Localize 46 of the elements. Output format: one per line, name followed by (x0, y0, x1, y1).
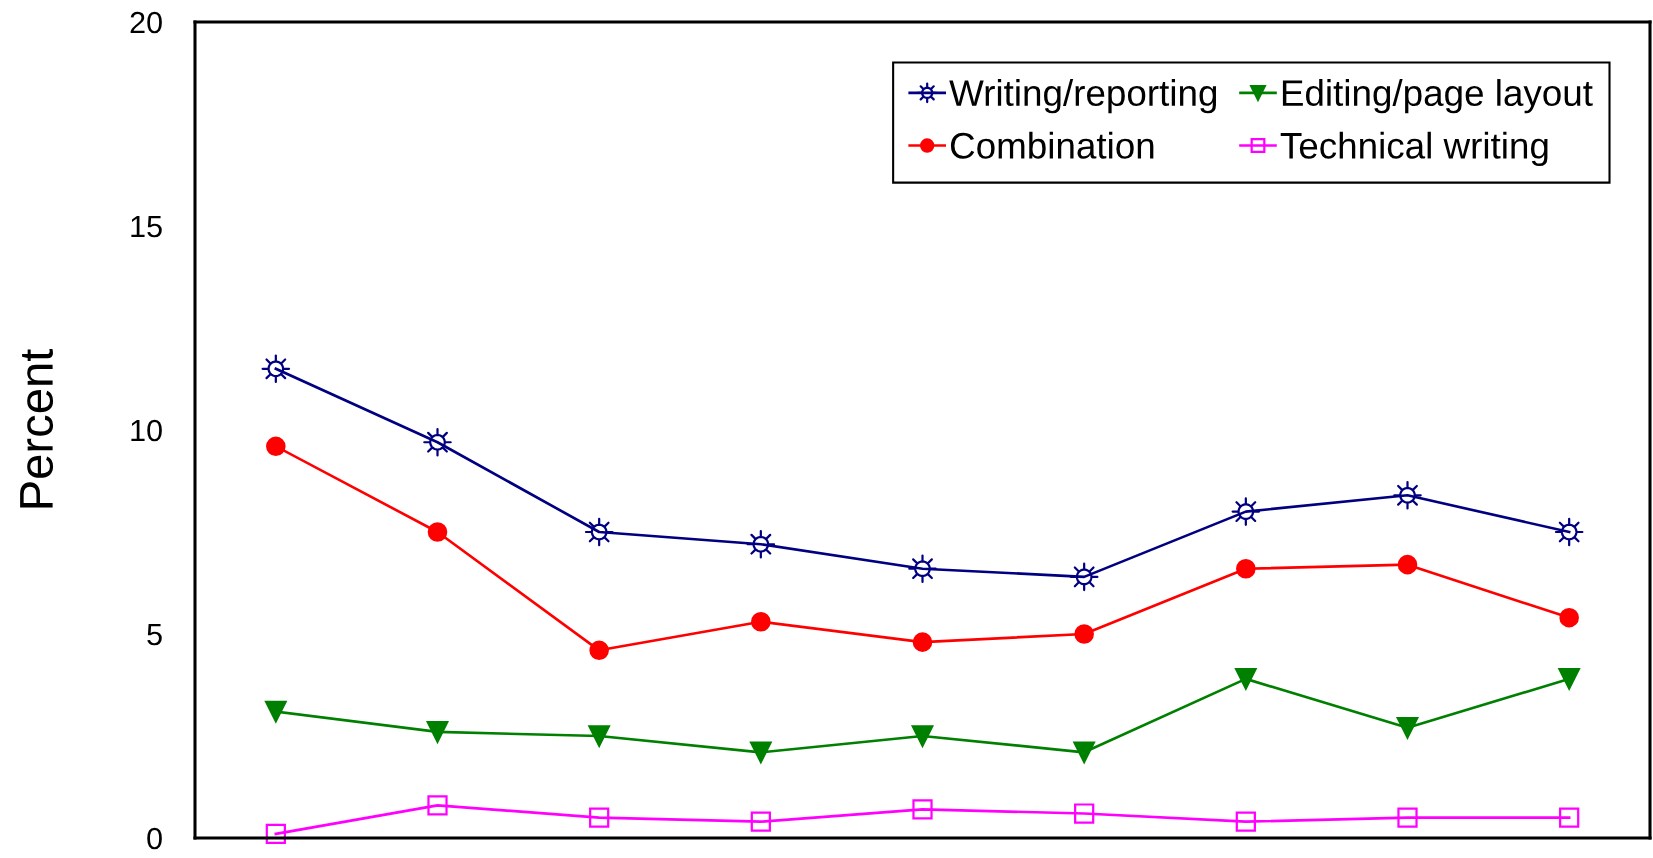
point (423, 427, 452, 457)
point (1397, 807, 1418, 828)
point (426, 721, 449, 743)
point (1559, 807, 1580, 828)
point (265, 700, 287, 723)
point (1074, 803, 1095, 824)
point (427, 795, 448, 816)
y-axis-title: Percent (20, 348, 54, 508)
point (751, 611, 771, 632)
legend-label: Writing/reporting (949, 79, 1217, 114)
point (589, 640, 609, 661)
point (589, 807, 610, 828)
legend-label: Editing/page layout (1282, 79, 1593, 114)
point (912, 632, 933, 652)
point (588, 725, 610, 747)
point (911, 725, 934, 747)
point (266, 436, 286, 457)
y-tick-label: 10 (131, 419, 162, 442)
y-tick-label: 15 (131, 216, 162, 238)
y-tick-label: 0 (147, 827, 162, 850)
point (1559, 607, 1579, 628)
point (908, 554, 937, 584)
legend-label: Technical writing (1280, 131, 1548, 167)
point (912, 799, 933, 820)
point (1396, 717, 1419, 739)
point (584, 517, 614, 547)
point (1231, 497, 1261, 526)
y-tick-label: 20 (130, 11, 162, 34)
point (1235, 811, 1256, 832)
legend-label: Combination (950, 131, 1154, 159)
point (1393, 480, 1422, 510)
point (261, 354, 291, 384)
point (1397, 554, 1418, 575)
point (1069, 562, 1099, 592)
y-tick-label: 5 (147, 624, 162, 646)
point (1558, 668, 1580, 690)
point (265, 823, 286, 845)
point (750, 741, 772, 764)
point (1554, 517, 1584, 547)
point (1235, 668, 1257, 690)
point (1236, 558, 1256, 579)
point (750, 811, 771, 832)
point (427, 522, 448, 542)
point (746, 529, 776, 559)
point (1073, 741, 1095, 764)
point (1074, 624, 1094, 644)
